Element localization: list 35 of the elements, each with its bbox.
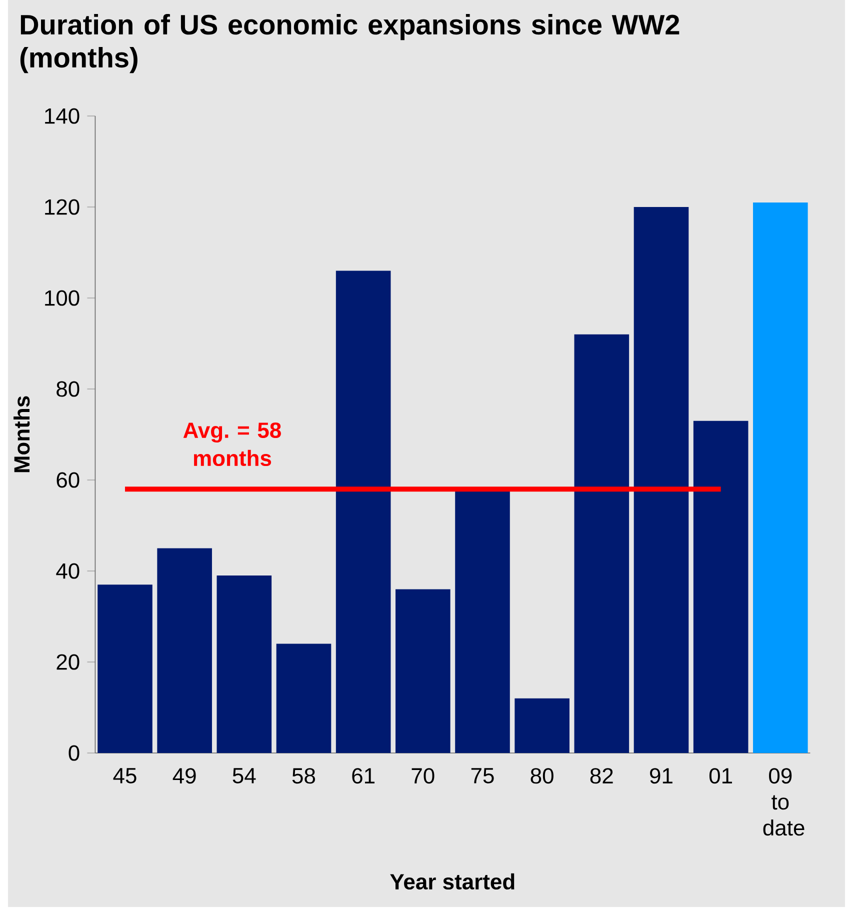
x-tick-label: 61 [352, 768, 374, 784]
x-tick-label: 91 [650, 768, 672, 784]
x-tick-label: 58 [292, 768, 316, 784]
ref-line-label: Avg. = 58 months [183, 422, 281, 466]
x-tick-label: 54 [232, 768, 256, 784]
y-tick-label: 100 [45, 290, 80, 306]
y-tick-label: 60 [56, 472, 80, 488]
x-tick-label: 49 [172, 768, 196, 784]
x-axis-title: Year started [390, 873, 514, 890]
y-axis-title: Months [14, 396, 30, 472]
x-tick-label: 82 [590, 768, 613, 784]
bar [336, 270, 391, 754]
bar [216, 576, 272, 754]
x-tick-label: 80 [530, 768, 554, 784]
chart-title: Duration of US economic expansions since WW2 (months) [20, 14, 680, 74]
y-tick-label: 80 [56, 381, 80, 397]
x-tick-label: 01 [709, 768, 732, 784]
bar [574, 334, 630, 754]
x-tick-label: 45 [113, 768, 136, 784]
y-tick-label: 40 [56, 563, 80, 579]
y-tick-label: 120 [45, 199, 80, 215]
x-tick-label: 70 [412, 768, 434, 784]
bar [514, 698, 570, 754]
bar [98, 584, 152, 754]
bar [753, 202, 808, 754]
bar [276, 644, 332, 754]
bar [157, 548, 212, 754]
bar [693, 420, 748, 754]
x-tick-label: 09 to date [763, 768, 804, 836]
x-tick-label: 75 [471, 768, 494, 784]
bar [634, 207, 689, 754]
y-tick-label: 140 [45, 108, 80, 124]
y-tick-label: 20 [56, 654, 80, 670]
bar [396, 589, 450, 754]
y-tick-label: 0 [68, 745, 80, 761]
